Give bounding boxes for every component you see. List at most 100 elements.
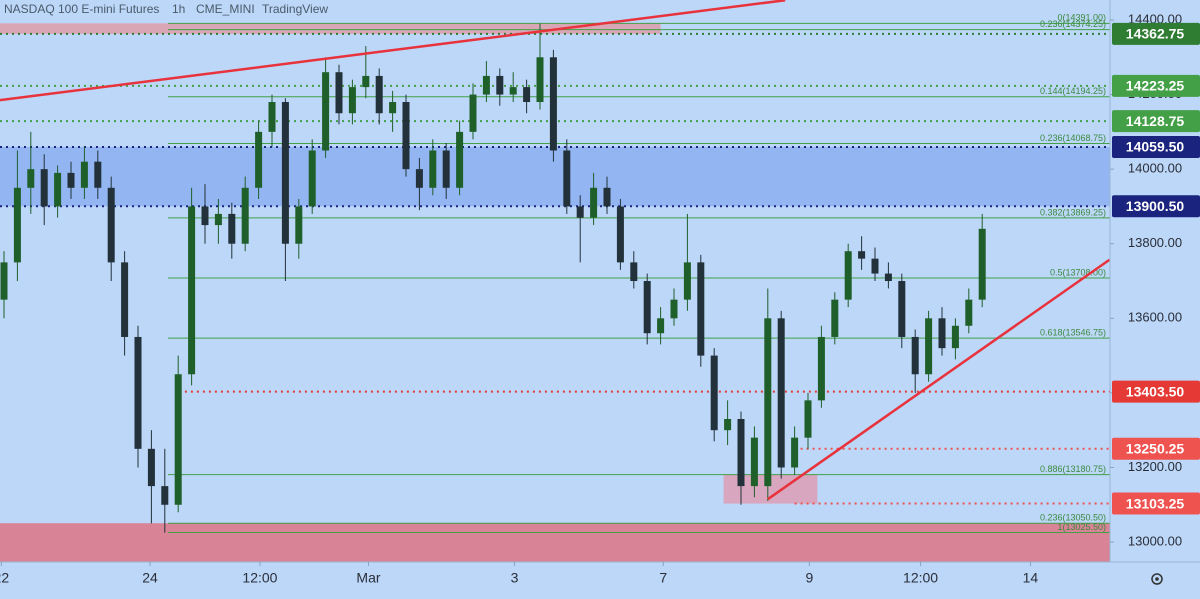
fib-label: 0.236(13050.50): [1040, 513, 1106, 523]
candle-body: [871, 258, 879, 274]
candle-body: [951, 325, 959, 349]
price-tag: [1112, 195, 1200, 218]
candle-body: [188, 206, 196, 375]
price-tag-label: 14223.25: [1126, 78, 1185, 94]
candle-body: [201, 206, 209, 226]
candle-body: [255, 131, 263, 188]
candle-body: [268, 102, 276, 132]
candle-body: [375, 75, 383, 114]
price-tag: [1112, 110, 1200, 133]
candle-body: [107, 187, 115, 263]
candle-body: [308, 150, 316, 207]
candle-body: [737, 418, 745, 487]
interval: 1h: [172, 2, 185, 16]
candle-body: [456, 131, 464, 188]
candle-body: [295, 206, 303, 244]
settings-icon[interactable]: [1151, 573, 1163, 585]
price-tag-label: 13103.25: [1126, 495, 1185, 511]
candle-body: [670, 299, 678, 319]
candle-body: [121, 262, 129, 337]
candle-body: [898, 281, 906, 337]
candle-body: [938, 318, 946, 349]
candle-body: [831, 299, 839, 337]
fib-label: 0.618(13546.75): [1040, 328, 1106, 338]
candle-body: [496, 75, 504, 95]
candle-body: [322, 72, 330, 151]
candle-body: [764, 318, 772, 487]
candle-body: [710, 355, 718, 431]
candle-body: [214, 213, 222, 226]
price-tag: [1112, 74, 1200, 97]
price-tag: [1112, 492, 1200, 515]
price-tag-label: 14362.75: [1126, 26, 1185, 42]
candle-body: [549, 57, 557, 151]
candle-body: [67, 172, 75, 188]
y-tick-label: 13800.00: [1128, 235, 1182, 250]
y-tick-label: 13200.00: [1128, 459, 1182, 474]
candle-body: [657, 318, 665, 334]
candle-body: [335, 72, 343, 114]
symbol: NASDAQ 100 E-mini Futures: [4, 2, 159, 16]
candle-body: [174, 374, 182, 505]
trendline: [0, 0, 786, 102]
candle-body: [27, 169, 35, 188]
candle-body: [402, 102, 410, 170]
candle-body: [844, 251, 852, 300]
candle-body: [603, 187, 611, 207]
candle-body: [884, 273, 892, 282]
gear-center[interactable]: [1155, 577, 1159, 581]
x-tick-label: 22: [0, 570, 9, 586]
plot-area: 0(14391.00)0.236(14374.25) 0.144(14194.25…: [0, 0, 1111, 562]
trendline: [767, 258, 1111, 501]
exchange: CME_MINI: [196, 2, 255, 16]
candle-body: [469, 94, 477, 132]
zone: [0, 523, 1110, 562]
gear[interactable]: [1151, 573, 1163, 585]
candle-body: [281, 102, 289, 244]
x-tick-label: 14: [1023, 570, 1039, 586]
header: NASDAQ 100 E-mini Futures 1h CME_MINI Tr…: [4, 2, 328, 16]
fib-label: 0.236(14068.75): [1040, 133, 1106, 143]
candle-body: [348, 87, 356, 114]
fib-label: 0.144(14194.25): [1040, 86, 1106, 96]
fib-label: 0.5(13708.00): [1050, 267, 1106, 277]
candle-body: [94, 161, 102, 188]
fib-label: 0.236(14374.25): [1040, 19, 1106, 29]
candle-body: [0, 262, 8, 300]
x-tick-label: Mar: [356, 570, 380, 586]
candle-body: [858, 251, 866, 259]
x-tick-label: 12:00: [242, 570, 277, 586]
candle-body: [134, 336, 142, 449]
candle-body: [563, 150, 571, 207]
y-tick-label: 13000.00: [1128, 533, 1182, 548]
candle-body: [616, 206, 624, 263]
y-tick-label: 14400.00: [1128, 11, 1182, 26]
x-tick-label: 3: [511, 570, 519, 586]
candle-body: [389, 102, 397, 114]
fib-label: 0.382(13869.25): [1040, 207, 1106, 217]
source: TradingView: [262, 2, 328, 16]
x-tick-label: 9: [805, 570, 813, 586]
candle-body: [13, 187, 21, 263]
candle-body: [965, 299, 973, 326]
x-tick-label: 24: [142, 570, 158, 586]
candle-body: [978, 228, 986, 300]
candle-body: [576, 206, 584, 218]
candle-body: [509, 87, 517, 95]
candle-body: [415, 169, 423, 188]
price-tag-label: 13900.50: [1126, 198, 1185, 214]
candle-body: [147, 448, 155, 487]
price-tag-label: 14059.50: [1126, 139, 1185, 155]
candle-body: [791, 437, 799, 468]
candle-body: [697, 262, 705, 356]
candle-body: [643, 281, 651, 334]
price-tag: [1112, 22, 1200, 45]
price-tag: [1112, 437, 1200, 460]
candle-body: [804, 400, 812, 438]
candle-body: [683, 262, 691, 300]
candle-body: [40, 169, 48, 207]
candle-body: [523, 87, 531, 103]
x-tick-label: 7: [659, 570, 667, 586]
zone: [0, 146, 1110, 207]
